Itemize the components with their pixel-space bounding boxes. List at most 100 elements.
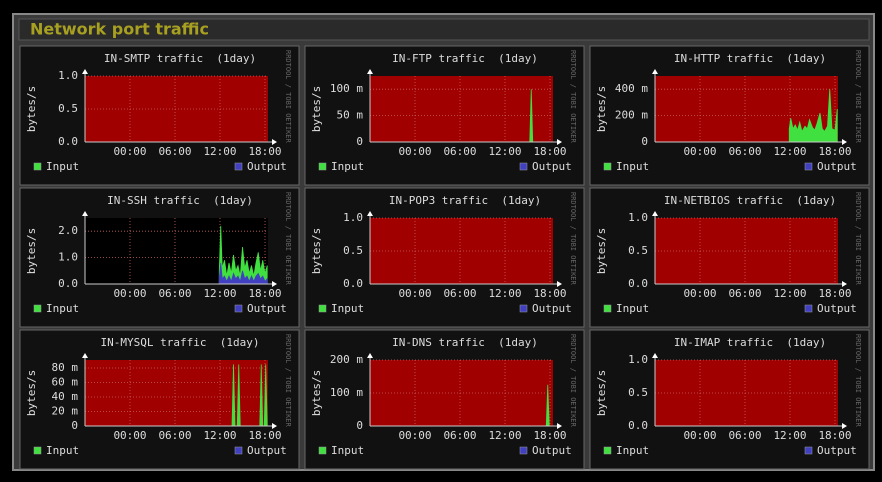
legend-label: Input [331,160,364,173]
y-tick-label: 40 m [52,390,79,403]
x-tick-label: 00:00 [398,429,431,442]
series-area [218,225,268,285]
watermark: RRDTOOL / TOBI OETIKER [854,334,862,428]
y-axis-label: bytes/s [25,370,38,416]
y-tick-label: 0 [356,419,363,432]
legend-swatch [603,162,612,171]
legend-label: Output [532,302,572,315]
axis-arrow [652,211,658,216]
chart-panel: IN-MYSQL traffic (1day) bytes/s RRDTOOL / … [19,329,300,470]
y-tick-label: 1.0 [58,251,78,264]
x-tick-label: 12:00 [488,429,521,442]
x-tick-label: 18:00 [818,287,851,300]
legend-label: Output [817,302,857,315]
y-tick-label: 0.5 [628,244,648,257]
page-title: Network port traffic [30,20,209,39]
x-tick-label: 18:00 [818,429,851,442]
y-axis-label: bytes/s [25,228,38,274]
x-tick-label: 06:00 [443,145,476,158]
axis-arrow [557,423,562,429]
x-tick-label: 06:00 [728,429,761,442]
y-tick-label: 0 [356,135,363,148]
watermark: RRDTOOL / TOBI OETIKER [284,50,292,144]
chart-title: IN-DNS traffic (1day) [392,336,538,349]
x-tick-label: 00:00 [113,429,146,442]
x-tick-label: 00:00 [683,287,716,300]
x-tick-label: 18:00 [248,429,281,442]
chart-title: IN-NETBIOS traffic (1day) [664,194,836,207]
chart-panel: IN-SMTP traffic (1day) bytes/s RRDTOOL / T… [19,45,300,186]
legend-label: Output [532,160,572,173]
x-tick-label: 12:00 [773,145,806,158]
y-tick-label: 80 m [52,361,79,374]
x-tick-label: 12:00 [203,145,236,158]
legend-swatch [234,162,243,171]
x-tick-label: 18:00 [533,429,566,442]
x-tick-label: 12:00 [773,429,806,442]
legend-label: Input [616,302,649,315]
y-axis-label: bytes/s [310,228,323,274]
chart-title: IN-FTP traffic (1day) [392,52,538,65]
legend-swatch [519,162,528,171]
y-tick-label: 0.0 [628,277,648,290]
y-axis-label: bytes/s [25,86,38,132]
x-tick-label: 12:00 [203,429,236,442]
y-tick-label: 200 m [330,353,363,366]
legend-swatch [519,304,528,313]
x-tick-label: 06:00 [158,145,191,158]
watermark: RRDTOOL / TOBI OETIKER [569,50,577,144]
x-tick-label: 12:00 [773,287,806,300]
legend-swatch [318,446,327,455]
plot-area [85,360,268,426]
x-tick-label: 06:00 [158,429,191,442]
y-tick-label: 1.0 [628,353,648,366]
y-tick-label: 0 [71,419,78,432]
chart-title: IN-HTTP traffic (1day) [674,52,826,65]
y-tick-label: 400 m [615,82,648,95]
legend-swatch [603,304,612,313]
legend-swatch [603,446,612,455]
axis-arrow [652,353,658,358]
axis-arrow [842,281,847,287]
x-tick-label: 00:00 [113,287,146,300]
y-tick-label: 1.0 [628,211,648,224]
y-tick-label: 0.0 [58,135,78,148]
watermark: RRDTOOL / TOBI OETIKER [284,334,292,428]
axis-arrow [557,139,562,145]
header-bar [18,18,870,41]
chart-panel: IN-SSH traffic (1day) bytes/s RRDTOOL / TO… [19,187,300,328]
legend-swatch [234,446,243,455]
legend-label: Input [46,302,79,315]
legend-label: Output [247,302,287,315]
axis-arrow [82,353,88,358]
y-tick-label: 1.0 [343,211,363,224]
chart-panel: IN-NETBIOS traffic (1day) bytes/s RRDTOOL … [589,187,870,328]
axis-arrow [842,423,847,429]
x-tick-label: 00:00 [683,429,716,442]
watermark: RRDTOOL / TOBI OETIKER [569,192,577,286]
chart-panel: IN-DNS traffic (1day) bytes/s RRDTOOL / TO… [304,329,585,470]
legend-swatch [804,446,813,455]
y-tick-label: 20 m [52,404,79,417]
watermark: RRDTOOL / TOBI OETIKER [569,334,577,428]
legend-label: Output [247,160,287,173]
y-axis-label: bytes/s [310,86,323,132]
legend-swatch [234,304,243,313]
axis-arrow [652,69,658,74]
axis-arrow [367,211,373,216]
x-tick-label: 18:00 [248,287,281,300]
y-tick-label: 1.0 [58,69,78,82]
watermark: RRDTOOL / TOBI OETIKER [854,50,862,144]
legend-label: Output [532,444,572,457]
y-tick-label: 2.0 [58,224,78,237]
axis-arrow [272,281,277,287]
x-tick-label: 06:00 [728,145,761,158]
x-tick-label: 00:00 [398,287,431,300]
x-tick-label: 00:00 [683,145,716,158]
chart-panel: IN-IMAP traffic (1day) bytes/s RRDTOOL / T… [589,329,870,470]
y-tick-label: 0.5 [58,102,78,115]
watermark: RRDTOOL / TOBI OETIKER [284,192,292,286]
legend-swatch [33,162,42,171]
